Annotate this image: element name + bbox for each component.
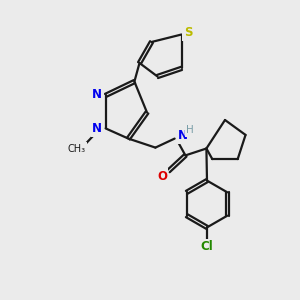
Text: S: S xyxy=(184,26,192,40)
Text: O: O xyxy=(157,170,167,183)
Text: N: N xyxy=(178,129,188,142)
Text: CH₃: CH₃ xyxy=(67,143,85,154)
Text: Cl: Cl xyxy=(201,240,213,254)
Text: H: H xyxy=(186,125,194,135)
Text: N: N xyxy=(92,88,102,101)
Text: N: N xyxy=(92,122,102,136)
